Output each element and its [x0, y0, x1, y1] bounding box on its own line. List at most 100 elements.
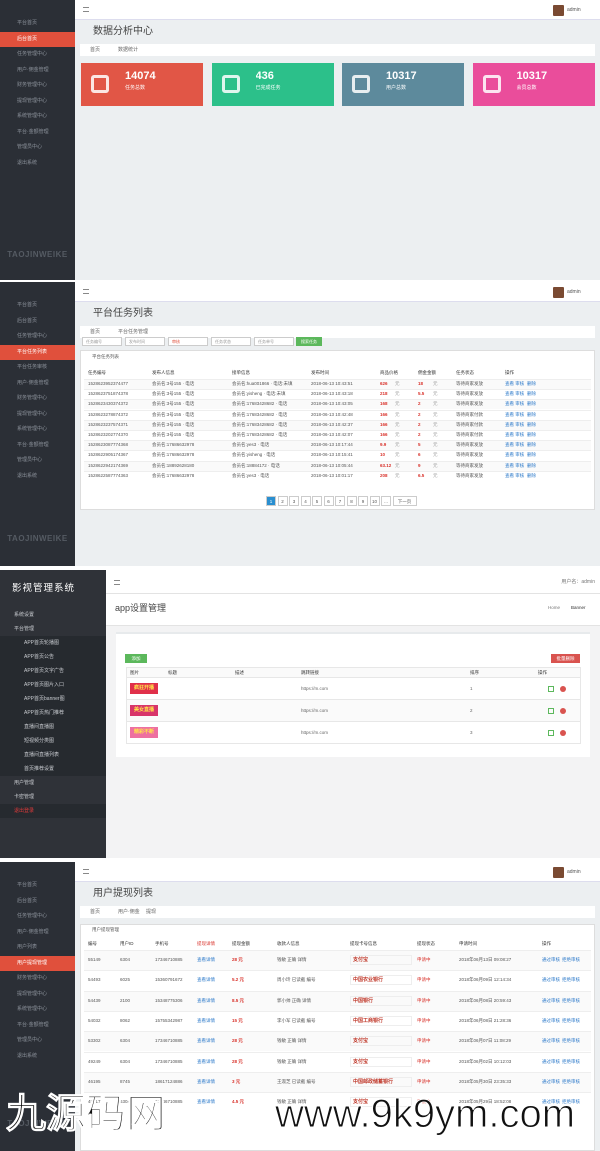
menu-item[interactable]: 平台·金额管理 [17, 128, 49, 135]
menu-item[interactable]: 财务管理中心 [17, 82, 48, 88]
action-link[interactable]: 删除 [527, 462, 536, 468]
filter-input[interactable]: 发布时间 [125, 337, 165, 346]
edit-icon[interactable] [548, 730, 554, 736]
user-name[interactable]: admin [567, 869, 581, 875]
detail-link[interactable]: 查看详情 [197, 1017, 215, 1023]
detail-link[interactable]: 查看详情 [197, 977, 215, 983]
menu-item[interactable]: 退出系统 [17, 1052, 38, 1059]
action-link[interactable]: 删除 [527, 452, 536, 458]
menu-item[interactable]: 平台·金额管理 [17, 441, 49, 448]
menu-item[interactable]: 后台首页 [0, 31, 75, 47]
action-link[interactable]: 查看 审核 [505, 381, 525, 386]
page-button[interactable]: 2 [277, 496, 288, 506]
menu-item[interactable]: 提现管理中心 [17, 410, 48, 417]
action-link[interactable]: 删除 [527, 421, 536, 427]
menu-item[interactable]: 退出系统 [17, 472, 38, 479]
menu-item[interactable]: 平台任务列表 [0, 344, 75, 360]
menu-item[interactable]: 平台管理 [14, 626, 35, 632]
menu-item[interactable]: APP首页热门推荐 [0, 706, 106, 720]
menu-item[interactable]: 平台·金额管理 [17, 1021, 49, 1028]
filter-input[interactable]: 任务单号 [254, 337, 294, 346]
page-button[interactable]: ... [381, 496, 391, 506]
page-button[interactable]: 3 [289, 496, 299, 506]
action-link[interactable]: 通过审核 [542, 977, 560, 983]
action-link[interactable]: 通过审核 [542, 1078, 560, 1084]
menu-item[interactable]: 后台首页 [17, 897, 38, 904]
menu-item[interactable]: 财务管理中心 [17, 975, 48, 981]
menu-item[interactable]: 系统设置 [14, 612, 35, 618]
user-name[interactable]: 用户名：admin [561, 579, 595, 585]
action-link[interactable]: 查看 审核 [505, 472, 525, 478]
action-link[interactable]: 删除 [527, 472, 536, 478]
breadcrumb-item[interactable]: Banner [571, 605, 586, 610]
add-button[interactable]: 添加 [125, 654, 147, 663]
action-link[interactable]: 查看 审核 [505, 411, 525, 417]
action-link[interactable]: 拒绝审核 [562, 957, 580, 962]
batch-delete-button[interactable]: 批量删除 [551, 654, 580, 663]
action-link[interactable]: 通过审核 [542, 1038, 560, 1044]
user-name[interactable]: admin [567, 289, 581, 295]
detail-link[interactable]: 查看详情 [197, 1099, 215, 1105]
menu-item[interactable]: 平台任务审核 [17, 364, 48, 370]
menu-item[interactable]: 任务管理中心 [17, 51, 48, 57]
menu-item[interactable]: APP首页banner图 [0, 692, 106, 706]
action-link[interactable]: 删除 [527, 401, 536, 407]
menu-item[interactable]: 用户·佣金管理 [17, 379, 49, 386]
menu-item[interactable]: 用户管理 [14, 780, 35, 786]
menu-item[interactable]: 退出登录 [0, 804, 106, 818]
action-link[interactable]: 删除 [527, 411, 536, 417]
menu-item[interactable]: 直播间直播图 [0, 720, 106, 734]
search-button[interactable]: 搜索任务 [296, 337, 322, 346]
action-link[interactable]: 删除 [527, 391, 536, 397]
breadcrumb-item[interactable]: 平台任务管理 [118, 329, 149, 335]
menu-item[interactable]: 平台首页 [17, 882, 38, 888]
menu-item[interactable]: 系统管理中心 [17, 426, 48, 432]
action-link[interactable]: 拒绝审核 [562, 1099, 580, 1105]
menu-item[interactable]: 平台首页 [17, 302, 38, 308]
detail-link[interactable]: 查看详情 [197, 1078, 215, 1084]
breadcrumb-item[interactable]: 首页 [90, 329, 101, 335]
detail-link[interactable]: 查看详情 [197, 1038, 215, 1044]
menu-item[interactable]: 卡密管理 [14, 794, 35, 800]
user-name[interactable]: admin [567, 7, 581, 13]
menu-item[interactable]: 财务管理中心 [17, 395, 48, 401]
breadcrumb-item[interactable]: 用户·佣金 [118, 909, 140, 915]
action-link[interactable]: 删除 [527, 381, 536, 386]
action-link[interactable]: 拒绝审核 [562, 1038, 580, 1044]
page-button[interactable]: 6 [323, 496, 334, 506]
breadcrumb-item[interactable]: 数据统计 [118, 47, 139, 53]
page-button[interactable]: 4 [300, 496, 311, 506]
breadcrumb-item[interactable]: 首页 [90, 909, 101, 915]
page-button[interactable]: 下一页 [392, 496, 417, 506]
page-button[interactable]: 9 [358, 496, 368, 506]
action-link[interactable]: 查看 审核 [505, 462, 525, 468]
menu-item[interactable]: 首页推荐设置 [0, 762, 106, 776]
page-button[interactable]: 5 [312, 496, 322, 506]
detail-link[interactable]: 查看详情 [197, 997, 215, 1003]
action-link[interactable]: 查看 审核 [505, 442, 525, 448]
edit-icon[interactable] [548, 708, 554, 714]
page-button[interactable]: 7 [335, 496, 345, 506]
menu-item[interactable]: 任务管理中心 [17, 913, 48, 919]
menu-item[interactable]: 管理员中心 [17, 1037, 43, 1043]
action-link[interactable]: 通过审核 [542, 1058, 560, 1064]
filter-input[interactable]: 审核 [168, 337, 208, 346]
detail-link[interactable]: 查看详情 [197, 1058, 215, 1064]
filter-input[interactable]: 任务编号 [82, 337, 122, 346]
menu-item[interactable]: 提现管理中心 [17, 990, 48, 997]
action-link[interactable]: 查看 审核 [505, 452, 525, 458]
action-link[interactable]: 删除 [527, 432, 536, 437]
action-link[interactable]: 通过审核 [542, 1099, 560, 1105]
filter-input[interactable]: 任务状态 [211, 337, 251, 346]
menu-item[interactable]: APP首页图片入口 [0, 678, 106, 692]
menu-item[interactable]: 后台首页 [17, 317, 38, 324]
action-link[interactable]: 查看 审核 [505, 432, 525, 437]
action-link[interactable]: 查看 审核 [505, 391, 525, 397]
page-button[interactable]: 10 [369, 496, 380, 506]
menu-item[interactable]: 系统管理中心 [17, 113, 48, 119]
menu-item[interactable]: APP首页公告 [0, 650, 106, 664]
delete-icon[interactable] [560, 686, 566, 692]
delete-icon[interactable] [560, 708, 566, 714]
menu-item[interactable]: 管理员中心 [17, 144, 43, 150]
menu-item[interactable]: 用户·佣金管理 [17, 928, 49, 935]
